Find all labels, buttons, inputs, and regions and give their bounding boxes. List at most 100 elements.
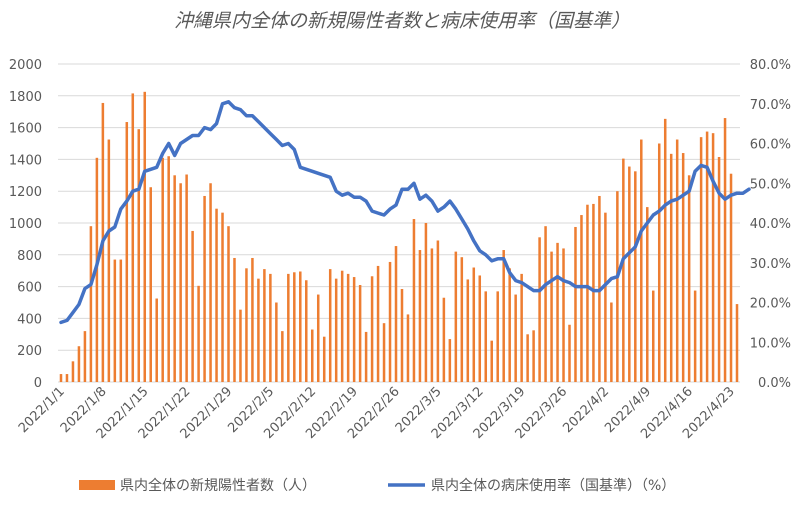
bar [388,261,392,382]
line-series [59,100,751,325]
bar [430,248,434,382]
bar [209,183,212,382]
left-tick-label: 800 [17,249,42,264]
bar [556,242,559,382]
right-tick-label: 50.0% [750,177,791,192]
right-tick-label: 40.0% [750,217,791,232]
bar [466,279,470,382]
bar [239,309,242,382]
bar [155,298,158,382]
bar [89,226,93,382]
line-path [59,100,751,325]
legend-bar-swatch [79,480,115,490]
bar [406,314,410,382]
left-tick-label: 1200 [9,185,42,200]
bar [520,273,523,382]
bar [215,208,218,382]
bar [705,131,709,382]
bar [651,290,655,382]
bar [137,129,141,382]
bar [669,153,673,382]
bar [305,280,308,382]
bar [538,237,541,382]
bar [693,290,697,382]
bar [77,346,81,382]
bar [562,248,565,382]
legend-line-label: 県内全体の病床使用率（国基準）（%） [431,477,675,494]
bar [622,158,625,382]
bar [508,268,511,382]
left-tick-label: 200 [17,344,42,359]
bar [717,157,721,382]
bar [478,275,482,382]
bar [346,273,350,382]
bar [310,329,314,382]
bar [699,137,703,382]
bar [376,265,380,382]
left-tick-label: 1000 [9,217,42,232]
bar [586,204,589,382]
bar [245,268,248,382]
bar [723,118,727,382]
left-tick-label: 0 [34,376,42,391]
bar [257,278,260,382]
bar [687,175,691,382]
bar [263,269,266,382]
bar [251,257,254,382]
bar [610,302,613,382]
bar [729,173,733,382]
bar [574,226,577,382]
bar [161,157,164,382]
bar [735,304,739,382]
bar [502,250,505,382]
chart-title: 沖縄県内全体の新規陽性者数と病床使用率（国基準） [174,10,630,32]
bar [197,285,200,382]
bar [370,276,374,382]
bar [328,269,332,382]
bar [233,257,236,382]
bar [65,374,69,382]
bar [185,174,188,382]
bar [490,340,493,382]
bar [334,278,338,382]
bar [550,251,553,382]
bar [143,91,147,382]
bar [316,294,320,382]
bar [436,240,440,382]
bar [358,285,362,382]
bar [131,93,135,382]
right-tick-label: 20.0% [750,297,791,312]
bar [460,257,464,382]
right-tick-label: 60.0% [750,138,791,153]
bar [484,291,488,382]
bar [364,331,368,382]
bar [167,156,170,382]
left-tick-label: 2000 [9,58,42,73]
bar [113,259,117,382]
bar [293,272,296,382]
bar [663,118,667,382]
bar [646,207,649,382]
bar [221,212,224,382]
bar [227,226,230,382]
bar [418,250,422,382]
right-axis-ticks: 0.0% 10.0% 20.0% 30.0% 40.0% 50.0% 60.0% 70.0% 8… [750,58,791,391]
bar [514,294,517,382]
legend: 県内全体の新規陽性者数（人） 県内全体の病床使用率（国基準）（%） [79,477,675,494]
bar [580,215,583,382]
bar [394,246,398,382]
right-tick-label: 30.0% [750,257,791,272]
bar [634,171,637,382]
bar [352,277,356,382]
right-tick-label: 10.0% [750,336,791,351]
bar [532,330,535,382]
legend-bar-label: 県内全体の新規陽性者数（人） [120,477,316,494]
left-axis-ticks: 0 200 400 600 800 1000 1200 1400 1600 1800 2000 [9,58,42,391]
bar [675,139,679,382]
right-tick-label: 0.0% [758,376,791,391]
left-tick-label: 600 [17,281,42,296]
bar [340,270,344,382]
bar [107,139,111,382]
bar [544,226,547,382]
